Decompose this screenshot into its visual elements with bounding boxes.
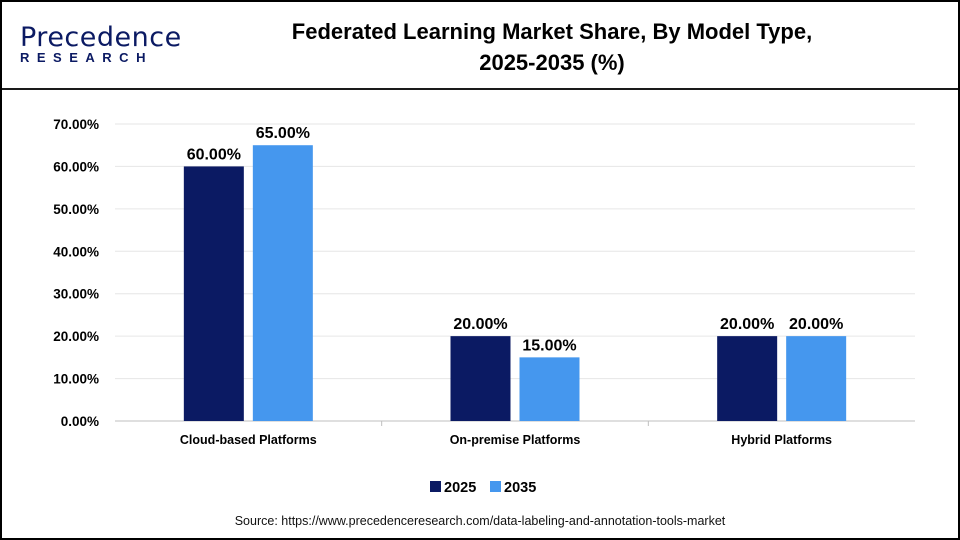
data-label: 20.00% (453, 316, 507, 333)
y-tick-label: 0.00% (61, 414, 99, 429)
legend-swatch (430, 481, 441, 492)
y-tick-label: 20.00% (53, 329, 99, 344)
title-line1: Federated Learning Market Share, By Mode… (291, 19, 813, 44)
x-tick-label: On-premise Platforms (450, 433, 581, 447)
y-tick-label: 70.00% (53, 117, 99, 132)
y-tick-label: 60.00% (53, 159, 99, 174)
title-line2: 2025-2035 (%) (479, 50, 625, 75)
y-tick-label: 50.00% (53, 202, 99, 217)
legend-label: 2025 (444, 480, 476, 496)
data-label: 20.00% (720, 316, 774, 333)
bar-2025 (717, 336, 778, 421)
x-tick-label: Hybrid Platforms (731, 433, 832, 447)
data-label: 15.00% (522, 337, 576, 354)
header: Precedence RESEARCH Federated Learning M… (2, 2, 958, 90)
precedence-research-logo: Precedence RESEARCH (20, 22, 182, 65)
legend-label: 2035 (504, 480, 536, 496)
y-tick-label: 30.00% (53, 287, 99, 302)
bar-2035 (252, 145, 313, 421)
data-label: 60.00% (187, 146, 241, 163)
logo-line2: RESEARCH (20, 50, 153, 65)
chart-title: Federated Learning Market Share, By Mode… (232, 16, 872, 78)
bar-2025 (183, 166, 244, 421)
x-tick-label: Cloud-based Platforms (180, 433, 317, 447)
logo-line1: Precedence (20, 22, 182, 53)
legend-swatch (490, 481, 501, 492)
data-label: 65.00% (256, 125, 310, 142)
source-text: Source: https://www.precedenceresearch.c… (234, 514, 726, 528)
bar-2035 (519, 357, 580, 421)
bar-2025 (450, 336, 511, 421)
data-label: 20.00% (789, 316, 843, 333)
bar-2035 (786, 336, 847, 421)
y-tick-label: 10.00% (53, 372, 99, 387)
y-tick-label: 40.00% (53, 244, 99, 259)
